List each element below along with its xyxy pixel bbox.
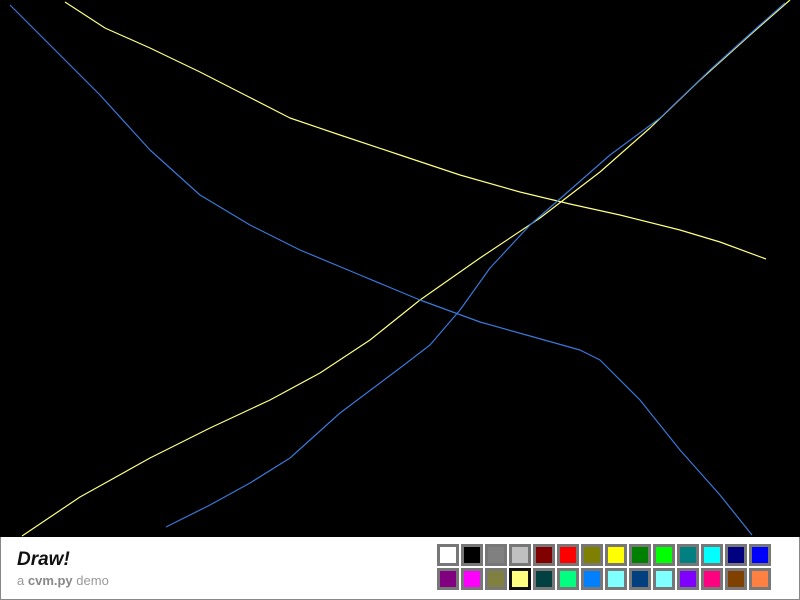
color-swatch[interactable] xyxy=(749,544,771,566)
drawn-stroke xyxy=(21,0,791,537)
drawn-stroke xyxy=(64,1,767,260)
color-swatch[interactable] xyxy=(701,568,723,590)
color-swatch[interactable] xyxy=(701,544,723,566)
app-subtitle: a cvm.py demo xyxy=(17,573,109,588)
color-swatch[interactable] xyxy=(509,568,531,590)
color-swatch[interactable] xyxy=(653,568,675,590)
color-swatch[interactable] xyxy=(677,568,699,590)
color-swatch[interactable] xyxy=(509,544,531,566)
color-swatch[interactable] xyxy=(629,544,651,566)
color-swatch[interactable] xyxy=(749,568,771,590)
color-swatch[interactable] xyxy=(581,568,603,590)
toolbar: Draw! a cvm.py demo xyxy=(0,537,800,600)
color-swatch[interactable] xyxy=(437,568,459,590)
color-swatch[interactable] xyxy=(725,568,747,590)
color-swatch[interactable] xyxy=(605,568,627,590)
color-swatch[interactable] xyxy=(533,568,555,590)
color-swatch[interactable] xyxy=(581,544,603,566)
color-swatch[interactable] xyxy=(437,544,459,566)
color-swatch[interactable] xyxy=(629,568,651,590)
subtitle-suffix: demo xyxy=(76,573,109,588)
color-swatch[interactable] xyxy=(557,568,579,590)
subtitle-prefix: a xyxy=(17,573,25,588)
app-title: Draw! xyxy=(17,549,70,570)
drawn-stroke xyxy=(9,4,753,536)
color-swatch[interactable] xyxy=(557,544,579,566)
color-swatch[interactable] xyxy=(605,544,627,566)
drawing-canvas[interactable] xyxy=(0,0,800,537)
subtitle-name: cvm.py xyxy=(27,573,73,588)
color-swatch[interactable] xyxy=(485,568,507,590)
color-swatch[interactable] xyxy=(653,544,675,566)
color-swatch[interactable] xyxy=(677,544,699,566)
drawn-stroke xyxy=(165,2,786,528)
color-swatch[interactable] xyxy=(533,544,555,566)
color-palette xyxy=(437,544,771,590)
color-swatch[interactable] xyxy=(461,544,483,566)
color-swatch[interactable] xyxy=(461,568,483,590)
color-swatch[interactable] xyxy=(485,544,507,566)
color-swatch[interactable] xyxy=(725,544,747,566)
